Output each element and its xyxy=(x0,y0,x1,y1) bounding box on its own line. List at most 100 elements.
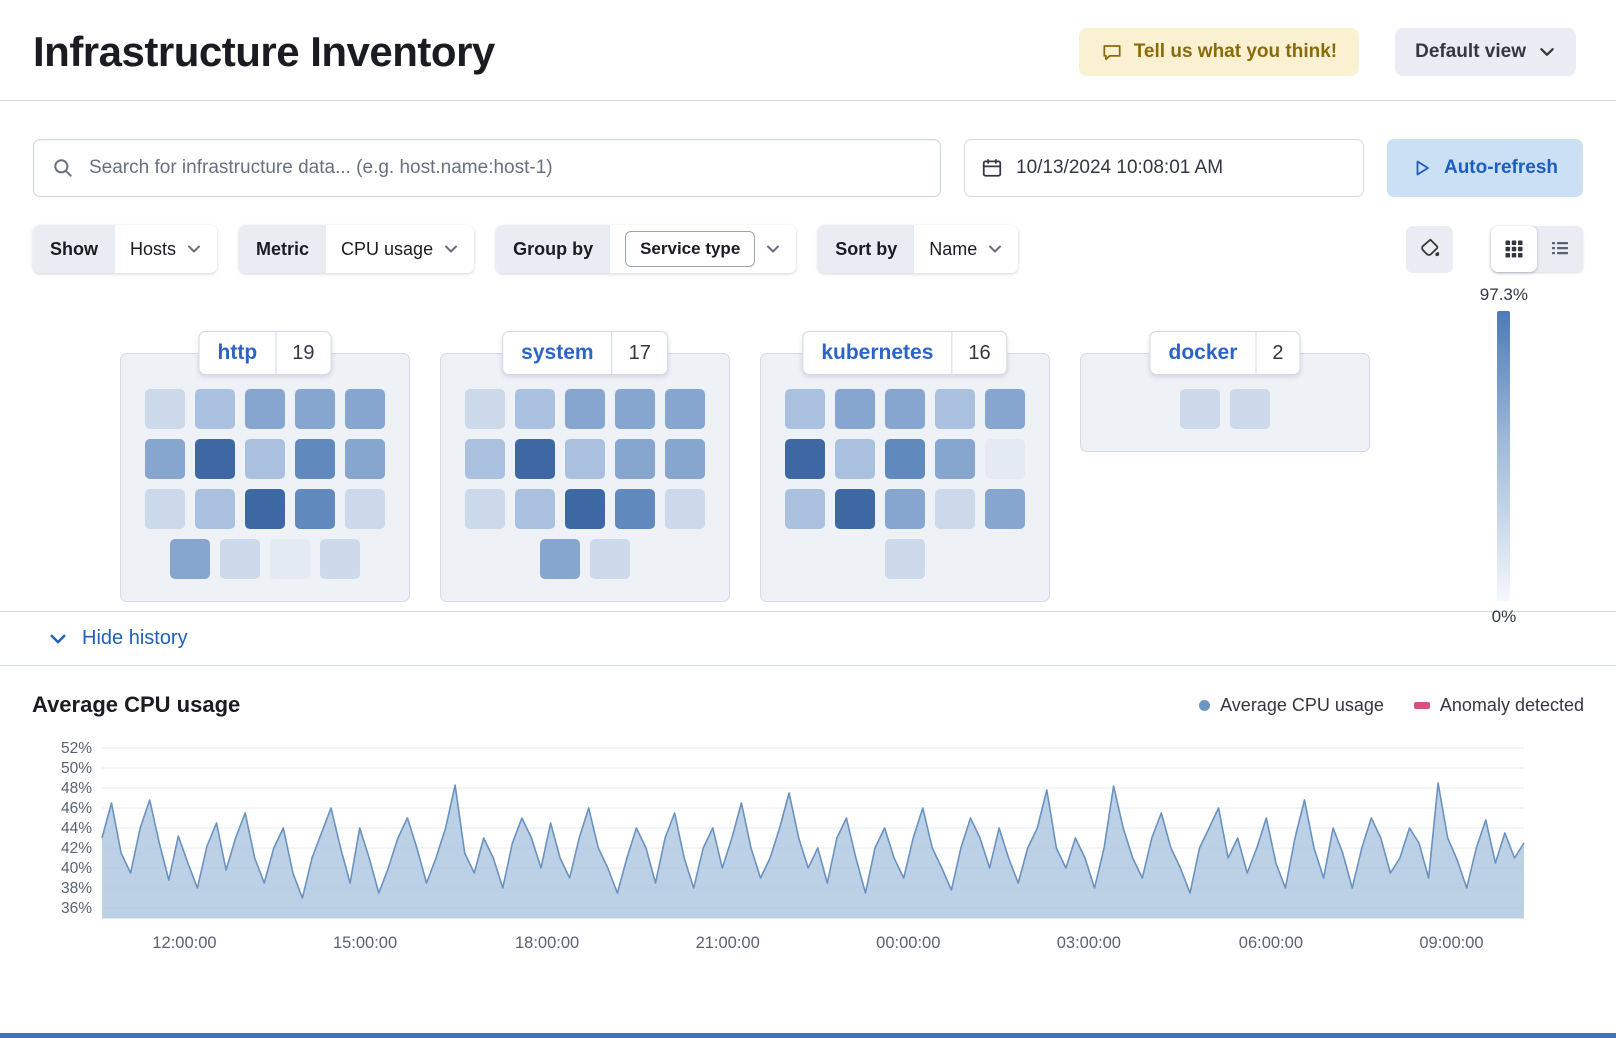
host-tile[interactable] xyxy=(320,539,360,579)
host-tile[interactable] xyxy=(565,489,605,529)
group-name: docker xyxy=(1168,341,1238,364)
host-tile[interactable] xyxy=(985,389,1025,429)
layout-switcher xyxy=(1491,226,1583,272)
show-dropdown[interactable]: Hosts xyxy=(115,225,218,273)
group-name: kubernetes xyxy=(821,341,934,364)
y-tick-label: 50% xyxy=(61,760,92,777)
scale-max-label: 97.3% xyxy=(1479,285,1528,304)
host-tile[interactable] xyxy=(785,439,825,479)
host-tile[interactable] xyxy=(245,389,285,429)
feedback-button[interactable]: Tell us what you think! xyxy=(1078,28,1360,76)
color-palette-button[interactable] xyxy=(1406,225,1453,273)
host-tile[interactable] xyxy=(885,489,925,529)
host-tile[interactable] xyxy=(590,539,630,579)
scale-min-label: 0% xyxy=(1491,607,1517,626)
metric-value: CPU usage xyxy=(341,238,434,259)
host-tile[interactable] xyxy=(145,439,185,479)
auto-refresh-button[interactable]: Auto-refresh xyxy=(1387,139,1583,197)
group-label-badge[interactable]: http 19 xyxy=(198,331,332,375)
badge-divider xyxy=(951,332,953,374)
host-tile[interactable] xyxy=(935,439,975,479)
paint-fill-icon xyxy=(1418,237,1442,261)
chart-title: Average CPU usage xyxy=(32,692,241,717)
host-tile[interactable] xyxy=(1180,389,1220,429)
service-group-kubernetes: kubernetes 16 xyxy=(760,331,1050,602)
host-tile[interactable] xyxy=(345,489,385,529)
host-tile[interactable] xyxy=(145,389,185,429)
grid-view-button[interactable] xyxy=(1491,226,1537,272)
tile-row xyxy=(465,489,705,529)
y-tick-label: 48% xyxy=(61,780,92,797)
default-view-dropdown[interactable]: Default view xyxy=(1395,28,1576,76)
host-tile[interactable] xyxy=(1230,389,1270,429)
host-tile[interactable] xyxy=(665,389,705,429)
host-tile[interactable] xyxy=(985,489,1025,529)
sort-by-dropdown[interactable]: Name xyxy=(914,225,1019,273)
legend-item-anomaly: Anomaly detected xyxy=(1413,695,1584,716)
host-tile[interactable] xyxy=(935,389,975,429)
host-tile[interactable] xyxy=(465,439,505,479)
group-by-dropdown[interactable]: Service type xyxy=(610,225,797,273)
host-tile[interactable] xyxy=(295,489,335,529)
host-tile[interactable] xyxy=(935,489,975,529)
header-divider xyxy=(0,100,1616,101)
group-label-badge[interactable]: system 17 xyxy=(502,331,668,375)
host-tile[interactable] xyxy=(170,539,210,579)
host-tile[interactable] xyxy=(785,489,825,529)
host-tile[interactable] xyxy=(245,439,285,479)
x-tick-label: 06:00:00 xyxy=(1239,934,1303,952)
sort-by-filter-group: Sort by Name xyxy=(818,225,1019,273)
tile-row xyxy=(145,389,385,429)
host-tile[interactable] xyxy=(345,439,385,479)
host-tile[interactable] xyxy=(615,489,655,529)
host-tile[interactable] xyxy=(465,389,505,429)
group-label-badge[interactable]: kubernetes 16 xyxy=(802,331,1008,375)
tile-row xyxy=(785,489,1025,529)
x-tick-label: 15:00:00 xyxy=(333,934,397,952)
host-tile[interactable] xyxy=(615,389,655,429)
host-tile[interactable] xyxy=(145,489,185,529)
group-label-badge[interactable]: docker 2 xyxy=(1149,331,1301,375)
host-tile[interactable] xyxy=(515,389,555,429)
host-tile[interactable] xyxy=(565,439,605,479)
host-tile[interactable] xyxy=(665,439,705,479)
host-tile[interactable] xyxy=(835,489,875,529)
y-tick-label: 46% xyxy=(61,800,92,817)
tile-row xyxy=(885,539,925,579)
y-tick-label: 38% xyxy=(61,880,92,897)
hide-history-label: Hide history xyxy=(82,627,188,649)
search-input[interactable] xyxy=(87,156,922,180)
table-view-button[interactable] xyxy=(1537,226,1583,272)
legend-item-cpu: Average CPU usage xyxy=(1199,695,1384,716)
hide-history-toggle[interactable]: Hide history xyxy=(0,611,1616,666)
host-tile[interactable] xyxy=(835,439,875,479)
host-tile[interactable] xyxy=(985,439,1025,479)
host-tile[interactable] xyxy=(665,489,705,529)
host-tile[interactable] xyxy=(615,439,655,479)
host-tile[interactable] xyxy=(465,489,505,529)
host-tile[interactable] xyxy=(785,389,825,429)
badge-divider xyxy=(275,332,277,374)
host-tile[interactable] xyxy=(345,389,385,429)
host-tile[interactable] xyxy=(195,489,235,529)
host-tile[interactable] xyxy=(885,439,925,479)
host-tile[interactable] xyxy=(515,489,555,529)
host-tile[interactable] xyxy=(515,439,555,479)
metric-dropdown[interactable]: CPU usage xyxy=(326,225,475,273)
host-tile[interactable] xyxy=(245,489,285,529)
page-header: Infrastructure Inventory Tell us what yo… xyxy=(0,0,1616,100)
host-tile[interactable] xyxy=(295,439,335,479)
host-tile[interactable] xyxy=(540,539,580,579)
show-value: Hosts xyxy=(130,238,177,259)
host-tile[interactable] xyxy=(565,389,605,429)
host-tile[interactable] xyxy=(885,539,925,579)
show-label: Show xyxy=(33,225,115,273)
host-tile[interactable] xyxy=(195,439,235,479)
datetime-picker[interactable]: 10/13/2024 10:08:01 AM xyxy=(964,139,1364,197)
host-tile[interactable] xyxy=(220,539,260,579)
host-tile[interactable] xyxy=(295,389,335,429)
host-tile[interactable] xyxy=(835,389,875,429)
host-tile[interactable] xyxy=(270,539,310,579)
host-tile[interactable] xyxy=(195,389,235,429)
host-tile[interactable] xyxy=(885,389,925,429)
